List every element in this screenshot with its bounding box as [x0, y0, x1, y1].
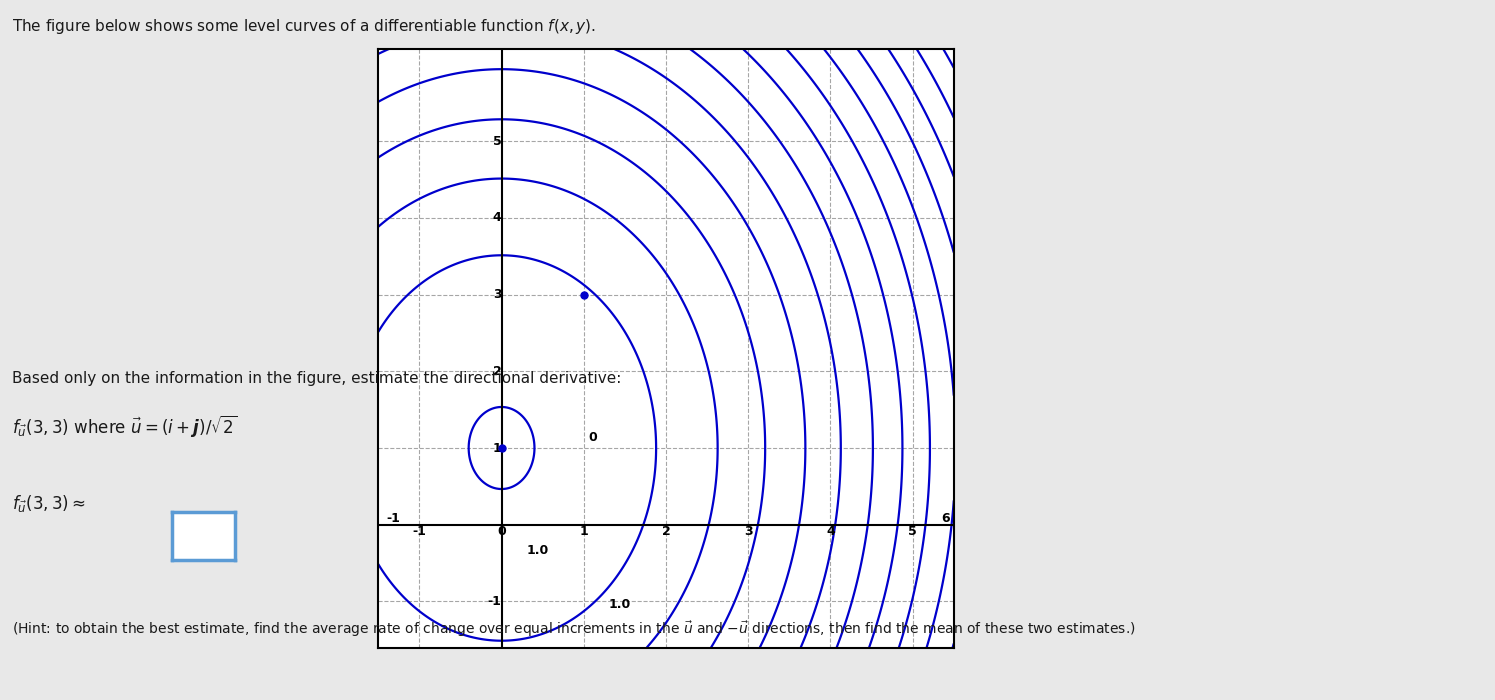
- Text: 4: 4: [827, 525, 834, 538]
- Text: 1.0: 1.0: [608, 598, 631, 610]
- Text: 1: 1: [580, 525, 588, 538]
- Text: $f_{\vec{u}}(3,3) \approx$: $f_{\vec{u}}(3,3) \approx$: [12, 494, 85, 514]
- Text: 6: 6: [940, 512, 949, 525]
- Text: 0: 0: [498, 525, 505, 538]
- Text: -1: -1: [487, 595, 501, 608]
- Text: 4: 4: [493, 211, 501, 224]
- Text: 1.0: 1.0: [526, 544, 549, 557]
- Text: The figure below shows some level curves of a differentiable function $f(x, y)$.: The figure below shows some level curves…: [12, 18, 597, 36]
- Text: -1: -1: [413, 525, 426, 538]
- Text: 2: 2: [662, 525, 670, 538]
- Text: 5: 5: [909, 525, 916, 538]
- Text: -1: -1: [386, 512, 401, 525]
- Text: 0: 0: [588, 431, 597, 444]
- Text: Based only on the information in the figure, estimate the directional derivative: Based only on the information in the fig…: [12, 371, 622, 386]
- Text: 2: 2: [493, 365, 501, 378]
- Text: $f_{\vec{u}}(3,3)$ where $\vec{u} = (i + \boldsymbol{j})/\sqrt{2}$: $f_{\vec{u}}(3,3)$ where $\vec{u} = (i +…: [12, 413, 238, 439]
- Text: (Hint: to obtain the best estimate, find the average rate of change over equal i: (Hint: to obtain the best estimate, find…: [12, 620, 1136, 639]
- Text: 1: 1: [493, 442, 501, 454]
- Text: 3: 3: [493, 288, 501, 301]
- Text: 3: 3: [745, 525, 752, 538]
- Text: 5: 5: [493, 134, 501, 148]
